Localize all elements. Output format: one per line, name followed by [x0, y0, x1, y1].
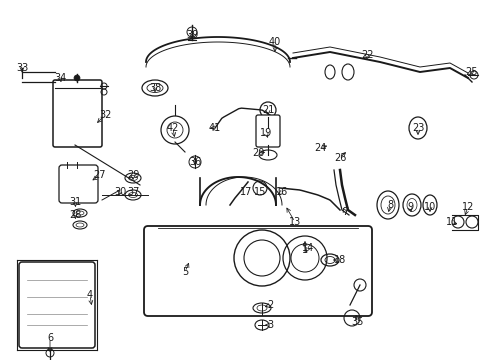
Text: 38: 38	[148, 83, 161, 93]
Text: 24: 24	[313, 143, 325, 153]
Text: 22: 22	[360, 50, 372, 60]
Text: 31: 31	[69, 197, 81, 207]
FancyBboxPatch shape	[19, 262, 95, 348]
Text: 39: 39	[185, 30, 198, 40]
Text: 21: 21	[261, 105, 274, 115]
Text: 42: 42	[166, 123, 179, 133]
Text: 9: 9	[406, 202, 412, 212]
Text: 5: 5	[182, 267, 188, 277]
FancyBboxPatch shape	[256, 115, 280, 147]
Text: 13: 13	[288, 217, 301, 227]
Text: 18: 18	[333, 255, 346, 265]
Text: 15: 15	[253, 187, 265, 197]
Text: 20: 20	[251, 148, 264, 158]
Text: 19: 19	[259, 128, 271, 138]
Text: 34: 34	[54, 73, 66, 83]
Text: 3: 3	[266, 320, 272, 330]
Text: 26: 26	[333, 153, 346, 163]
FancyBboxPatch shape	[143, 226, 371, 316]
Text: 35: 35	[351, 317, 364, 327]
Circle shape	[74, 75, 80, 81]
Text: 16: 16	[275, 187, 287, 197]
Text: 6: 6	[47, 333, 53, 343]
Text: 29: 29	[126, 170, 139, 180]
Text: 4: 4	[87, 290, 93, 300]
Text: 25: 25	[465, 67, 477, 77]
Text: 12: 12	[461, 202, 473, 212]
Text: 8: 8	[386, 200, 392, 210]
Text: 10: 10	[423, 202, 435, 212]
Text: 37: 37	[126, 187, 139, 197]
Text: 2: 2	[266, 300, 273, 310]
Text: 1: 1	[301, 245, 307, 255]
FancyBboxPatch shape	[59, 165, 98, 203]
Text: 41: 41	[208, 123, 221, 133]
Text: 27: 27	[94, 170, 106, 180]
Text: 7: 7	[341, 207, 347, 217]
Text: 14: 14	[301, 243, 313, 253]
Text: 36: 36	[188, 157, 201, 167]
Text: 17: 17	[239, 187, 252, 197]
Text: 11: 11	[445, 217, 457, 227]
Text: 30: 30	[114, 187, 126, 197]
Text: 32: 32	[99, 110, 111, 120]
Text: 28: 28	[69, 210, 81, 220]
Text: 23: 23	[411, 123, 423, 133]
Text: 40: 40	[268, 37, 281, 47]
FancyBboxPatch shape	[53, 80, 102, 147]
Text: 33: 33	[16, 63, 28, 73]
